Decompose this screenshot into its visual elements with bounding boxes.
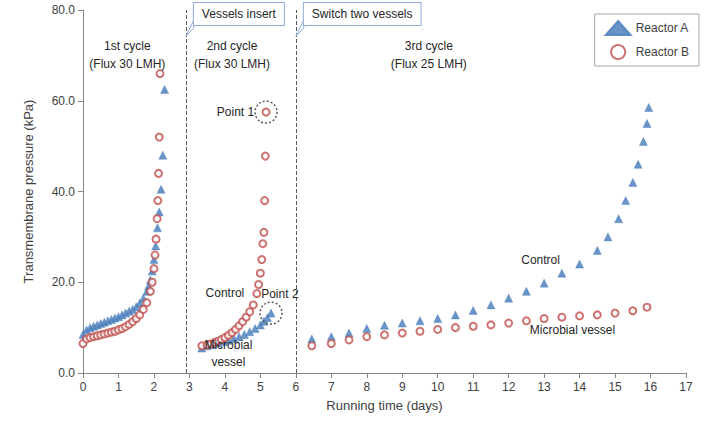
- svg-text:Point 1: Point 1: [217, 105, 255, 119]
- svg-text:40.0: 40.0: [52, 185, 76, 199]
- svg-text:15: 15: [608, 380, 622, 394]
- svg-text:3: 3: [186, 380, 193, 394]
- svg-text:Reactor A: Reactor A: [636, 21, 689, 35]
- svg-text:16: 16: [644, 380, 658, 394]
- svg-text:vessel: vessel: [211, 355, 245, 369]
- svg-text:(Flux 30 LMH): (Flux 30 LMH): [194, 57, 270, 71]
- svg-text:Control: Control: [521, 253, 560, 267]
- svg-text:Reactor B: Reactor B: [636, 45, 689, 59]
- svg-text:3rd cycle: 3rd cycle: [405, 39, 453, 53]
- svg-text:11: 11: [467, 380, 480, 394]
- svg-text:5: 5: [257, 380, 264, 394]
- svg-text:(Flux 25 LMH): (Flux 25 LMH): [391, 57, 467, 71]
- svg-text:6: 6: [292, 380, 299, 394]
- svg-text:2: 2: [151, 380, 158, 394]
- svg-text:Microbial: Microbial: [204, 338, 252, 352]
- svg-text:14: 14: [573, 380, 587, 394]
- svg-text:1: 1: [115, 380, 122, 394]
- svg-text:8: 8: [363, 380, 370, 394]
- svg-text:80.0: 80.0: [52, 3, 76, 17]
- svg-text:Switch two vessels: Switch two vessels: [312, 7, 413, 21]
- svg-text:9: 9: [399, 380, 406, 394]
- svg-text:10: 10: [431, 380, 445, 394]
- svg-text:Vessels insert: Vessels insert: [202, 7, 277, 21]
- svg-text:Control: Control: [206, 286, 245, 300]
- svg-text:4: 4: [222, 380, 229, 394]
- svg-text:1st cycle: 1st cycle: [104, 39, 151, 53]
- svg-text:17: 17: [679, 380, 693, 394]
- svg-text:7: 7: [328, 380, 335, 394]
- svg-text:Running time (days): Running time (days): [326, 398, 442, 413]
- svg-text:(Flux 30 LMH): (Flux 30 LMH): [89, 57, 165, 71]
- svg-text:Transmembrane pressure (kPa): Transmembrane pressure (kPa): [21, 100, 36, 284]
- svg-text:13: 13: [537, 380, 551, 394]
- svg-text:60.0: 60.0: [52, 94, 76, 108]
- svg-text:12: 12: [502, 380, 516, 394]
- svg-text:Point 2: Point 2: [261, 287, 299, 301]
- svg-text:20.0: 20.0: [52, 275, 76, 289]
- svg-text:2nd cycle: 2nd cycle: [207, 39, 258, 53]
- svg-text:0: 0: [80, 380, 87, 394]
- svg-text:Microbial vessel: Microbial vessel: [530, 323, 615, 337]
- svg-text:0.0: 0.0: [58, 366, 75, 380]
